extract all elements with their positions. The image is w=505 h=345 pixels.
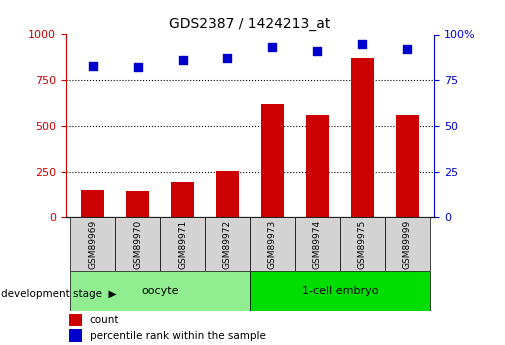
Point [314, 48, 322, 54]
Point [178, 57, 186, 63]
Bar [396, 115, 419, 217]
Bar [205, 217, 250, 271]
Bar [250, 217, 295, 271]
Text: GSM89999: GSM89999 [403, 219, 412, 269]
Bar [126, 191, 149, 217]
Bar [385, 217, 430, 271]
Bar [250, 271, 430, 310]
Point [223, 56, 231, 61]
Bar [70, 217, 115, 271]
Bar [171, 182, 194, 217]
Text: GSM89973: GSM89973 [268, 219, 277, 269]
Text: GSM89972: GSM89972 [223, 219, 232, 269]
Bar [216, 171, 239, 217]
Text: GSM89974: GSM89974 [313, 219, 322, 269]
Text: development stage  ▶: development stage ▶ [1, 289, 117, 299]
Text: count: count [89, 315, 119, 325]
Text: GSM89975: GSM89975 [358, 219, 367, 269]
Title: GDS2387 / 1424213_at: GDS2387 / 1424213_at [169, 17, 331, 31]
Point [359, 41, 367, 46]
Point [403, 46, 412, 52]
Point [269, 45, 277, 50]
Bar [70, 271, 250, 310]
Text: percentile rank within the sample: percentile rank within the sample [89, 331, 266, 341]
Bar [115, 217, 160, 271]
Bar [295, 217, 340, 271]
Text: 1-cell embryo: 1-cell embryo [301, 286, 378, 296]
Bar [340, 217, 385, 271]
Bar [261, 104, 284, 217]
Bar [81, 190, 104, 217]
Point [133, 65, 141, 70]
Bar [69, 314, 82, 326]
Text: GSM89971: GSM89971 [178, 219, 187, 269]
Bar [351, 58, 374, 217]
Bar [306, 115, 329, 217]
Text: GSM89970: GSM89970 [133, 219, 142, 269]
Bar [69, 329, 82, 342]
Text: oocyte: oocyte [141, 286, 179, 296]
Text: GSM89969: GSM89969 [88, 219, 97, 269]
Point [88, 63, 96, 68]
Bar [160, 217, 205, 271]
